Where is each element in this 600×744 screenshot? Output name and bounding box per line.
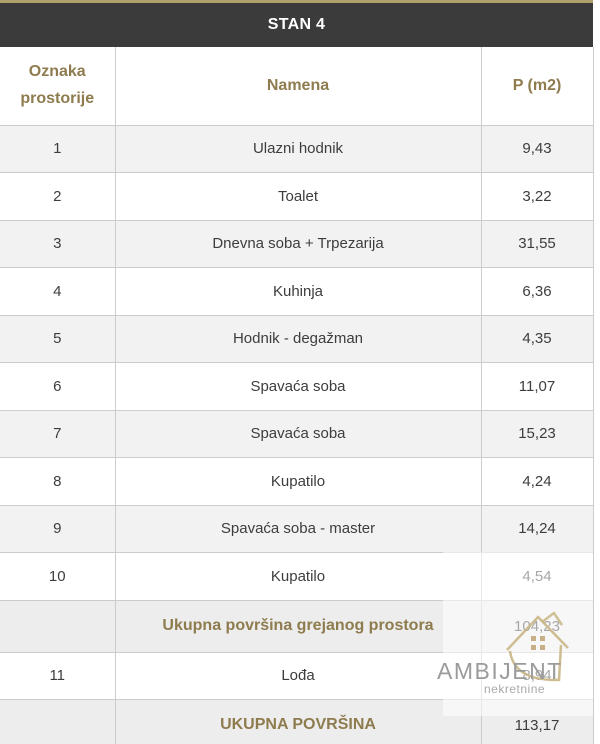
room-area-cell: 14,24: [480, 504, 594, 553]
room-id-cell: 1: [0, 124, 116, 173]
room-id-cell: 6: [0, 362, 116, 411]
room-area-cell: 31,55: [480, 219, 594, 268]
empty-cell: [0, 599, 116, 653]
table-row: 6 Spavaća soba 11,07: [0, 362, 594, 411]
room-name-cell: Spavaća soba: [114, 362, 482, 411]
room-id-cell: 4: [0, 267, 116, 316]
top-accent-bar: [0, 0, 593, 3]
watermark-backdrop: [443, 552, 593, 716]
room-name-cell: Spavaća soba - master: [114, 504, 482, 553]
room-name-cell: Lođa: [114, 651, 482, 700]
room-area-cell: 3,22: [480, 172, 594, 221]
table-row: 4 Kuhinja 6,36: [0, 267, 594, 316]
room-id-cell: 7: [0, 409, 116, 458]
room-id-cell: 11: [0, 651, 116, 700]
room-id-cell: 5: [0, 314, 116, 363]
room-name-cell: Kupatilo: [114, 457, 482, 506]
table-row: 2 Toalet 3,22: [0, 172, 594, 221]
room-name-cell: Kuhinja: [114, 267, 482, 316]
column-header-area: P (m2): [480, 47, 594, 126]
room-area-cell: 15,23: [480, 409, 594, 458]
table-row: 8 Kupatilo 4,24: [0, 457, 594, 506]
room-name-cell: Dnevna soba + Trpezarija: [114, 219, 482, 268]
room-area-cell: 11,07: [480, 362, 594, 411]
table-row: 7 Spavaća soba 15,23: [0, 409, 594, 458]
room-area-cell: 6,36: [480, 267, 594, 316]
column-header-namena: Namena: [114, 47, 482, 126]
room-area-cell: 9,43: [480, 124, 594, 173]
header-row: Oznaka prostorije Namena P (m2): [0, 47, 594, 126]
total-label: UKUPNA POVRŠINA: [114, 698, 482, 744]
house-arrow-logo-icon: [506, 611, 569, 682]
room-name-cell: Ulazni hodnik: [114, 124, 482, 173]
room-id-cell: 10: [0, 552, 116, 601]
table-row: 3 Dnevna soba + Trpezarija 31,55: [0, 219, 594, 268]
empty-cell: [0, 698, 116, 744]
table-row: 5 Hodnik - degažman 4,35: [0, 314, 594, 363]
room-id-cell: 8: [0, 457, 116, 506]
apartment-title: STAN 4: [267, 16, 326, 33]
watermark-sub-text: nekretnine: [484, 682, 546, 696]
room-name-cell: Kupatilo: [114, 552, 482, 601]
room-name-cell: Toalet: [114, 172, 482, 221]
column-header-oznaka: Oznaka prostorije: [0, 47, 116, 126]
room-name-cell: Hodnik - degažman: [114, 314, 482, 363]
table-row: 9 Spavaća soba - master 14,24: [0, 504, 594, 553]
room-area-cell: 4,35: [480, 314, 594, 363]
table-row: 1 Ulazni hodnik 9,43: [0, 124, 594, 173]
room-id-cell: 3: [0, 219, 116, 268]
subtotal-label: Ukupna površina grejanog prostora: [114, 599, 482, 653]
room-name-cell: Spavaća soba: [114, 409, 482, 458]
room-id-cell: 9: [0, 504, 116, 553]
room-id-cell: 2: [0, 172, 116, 221]
room-area-cell: 4,24: [480, 457, 594, 506]
watermark-brand-text: AMBIJENT: [437, 658, 563, 684]
apartment-title-bar: STAN 4: [0, 3, 593, 47]
